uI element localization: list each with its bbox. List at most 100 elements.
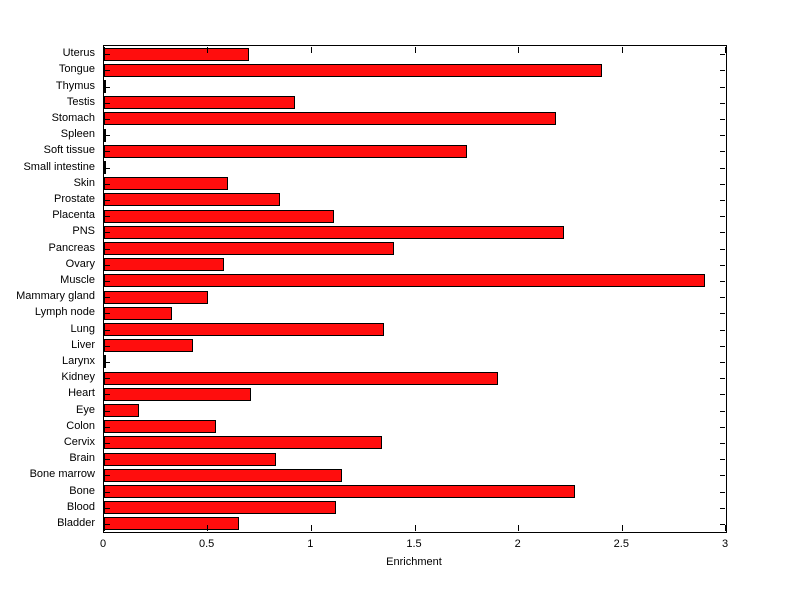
y-tick-mark — [720, 346, 725, 347]
y-tick-mark — [720, 508, 725, 509]
y-tick-label-kidney: Kidney — [61, 371, 95, 384]
bar-placenta — [104, 209, 335, 223]
x-tick-label-0-5: 0.5 — [199, 538, 215, 550]
bar-bone — [104, 485, 575, 498]
y-tick-label-mammary-gland: Mammary gland — [16, 290, 95, 303]
x-tick-label-1: 1 — [307, 538, 314, 550]
y-tick-mark — [720, 54, 725, 55]
y-tick-mark — [105, 313, 110, 314]
y-tick-mark — [720, 281, 725, 282]
y-tick-label-spleen: Spleen — [60, 128, 95, 141]
x-tick-mark — [621, 525, 623, 531]
y-tick-label-liver: Liver — [71, 338, 95, 351]
y-tick-label-larynx: Larynx — [61, 354, 95, 367]
x-tick-mark — [518, 525, 520, 531]
x-tick-mark — [725, 47, 726, 53]
x-tick-label-0: 0 — [99, 538, 107, 550]
y-tick-mark — [720, 249, 725, 250]
y-tick-mark — [720, 297, 725, 298]
y-tick-mark — [720, 184, 725, 185]
y-tick-mark — [720, 330, 725, 331]
bar-blood — [104, 501, 337, 515]
y-tick-label-bone: Bone — [69, 484, 95, 497]
y-tick-label-cervix: Cervix — [63, 435, 95, 448]
y-tick-mark — [720, 411, 725, 412]
y-tick-mark — [105, 103, 110, 104]
y-tick-label-blood: Blood — [66, 500, 95, 513]
x-tick-mark — [725, 525, 726, 531]
x-tick-mark — [104, 525, 105, 531]
bar-larynx — [104, 355, 107, 369]
bar-muscle — [104, 274, 706, 288]
y-tick-mark — [720, 524, 725, 525]
y-tick-mark — [720, 168, 725, 169]
y-tick-label-heart: Heart — [68, 387, 95, 400]
y-tick-mark — [105, 346, 110, 347]
y-tick-mark — [105, 168, 110, 169]
bar-liver — [104, 339, 194, 353]
y-tick-mark — [105, 330, 110, 331]
x-tick-mark — [207, 47, 209, 53]
x-tick-label-1-5: 1.5 — [406, 538, 422, 550]
bar-soft-tissue — [104, 144, 467, 158]
y-tick-mark — [105, 87, 110, 88]
bar-pancreas — [104, 242, 395, 255]
y-tick-label-colon: Colon — [66, 419, 95, 432]
bar-bladder — [104, 517, 239, 531]
y-tick-mark — [105, 394, 110, 395]
y-tick-mark — [720, 200, 725, 201]
y-tick-mark — [105, 200, 110, 201]
bar-tongue — [104, 63, 602, 77]
y-tick-mark — [105, 459, 110, 460]
x-tick-mark — [104, 47, 105, 53]
y-tick-mark — [105, 411, 110, 412]
bar-ovary — [104, 258, 225, 272]
y-tick-label-eye: Eye — [76, 403, 95, 416]
y-tick-mark — [105, 70, 110, 71]
y-tick-mark — [105, 362, 110, 363]
y-tick-label-lymph-node: Lymph node — [34, 306, 95, 319]
bar-cervix — [104, 436, 382, 450]
x-axis-title: Enrichment — [386, 556, 442, 568]
y-tick-mark — [105, 135, 110, 136]
y-tick-label-stomach: Stomach — [51, 111, 95, 124]
y-tick-mark — [720, 427, 725, 428]
y-tick-mark — [105, 249, 110, 250]
y-tick-label-thymus: Thymus — [55, 79, 95, 92]
y-tick-label-placenta: Placenta — [52, 209, 95, 222]
bar-lymph-node — [104, 306, 173, 320]
bar-kidney — [104, 371, 498, 385]
x-tick-mark — [207, 525, 209, 531]
y-tick-mark — [720, 492, 725, 493]
bar-pns — [104, 225, 565, 239]
y-tick-label-bone-marrow: Bone marrow — [29, 468, 95, 481]
y-tick-label-bladder: Bladder — [57, 516, 95, 529]
y-tick-label-brain: Brain — [69, 452, 95, 465]
x-tick-mark — [621, 47, 623, 53]
y-tick-mark — [720, 70, 725, 71]
x-tick-mark — [310, 47, 312, 53]
x-tick-label-2: 2 — [514, 538, 521, 550]
bar-prostate — [104, 193, 281, 207]
y-tick-label-muscle: Muscle — [60, 273, 95, 286]
y-tick-mark — [105, 378, 110, 379]
x-tick-mark — [414, 47, 416, 53]
y-tick-mark — [720, 313, 725, 314]
y-tick-label-ovary: Ovary — [65, 257, 95, 270]
x-tick-mark — [414, 525, 416, 531]
y-tick-mark — [105, 119, 110, 120]
y-tick-mark — [105, 297, 110, 298]
y-tick-mark — [105, 524, 110, 525]
y-tick-mark — [105, 184, 110, 185]
y-tick-mark — [105, 265, 110, 266]
y-tick-label-pancreas: Pancreas — [48, 241, 95, 254]
bar-skin — [104, 177, 229, 191]
y-tick-label-soft-tissue: Soft tissue — [43, 144, 95, 157]
y-tick-label-small-intestine: Small intestine — [23, 160, 95, 173]
y-tick-mark — [720, 135, 725, 136]
bar-bone-marrow — [104, 468, 343, 482]
y-tick-label-uterus: Uterus — [62, 47, 95, 60]
bar-brain — [104, 452, 277, 466]
y-tick-label-prostate: Prostate — [54, 192, 95, 205]
